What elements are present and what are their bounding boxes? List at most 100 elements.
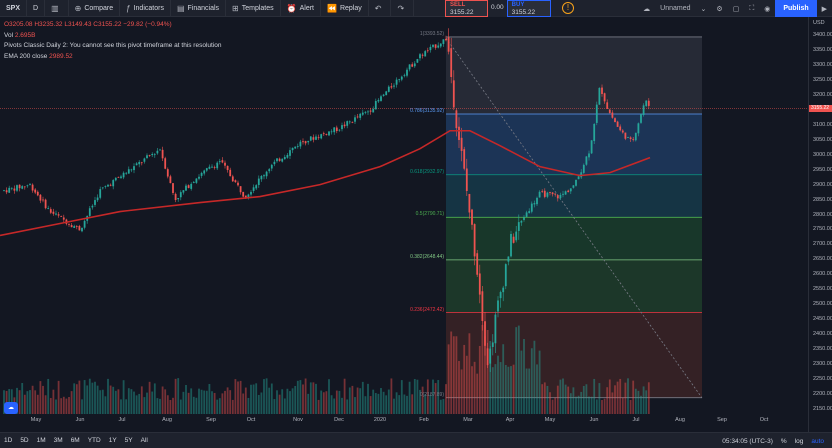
price-axis[interactable]: USD 3400.00 3350.00 3300.00 3250.00 3200.00 3… — [808, 17, 832, 432]
publish-button[interactable]: Publish — [775, 0, 817, 17]
sell-button[interactable]: SELL 3155.22 — [445, 0, 488, 17]
tradingview-logo-icon[interactable]: ☁ — [4, 402, 18, 414]
volume-bar — [109, 385, 112, 414]
layout-icon[interactable]: ▢ — [732, 5, 740, 13]
candle-body — [494, 314, 497, 344]
range-button[interactable]: 6M — [70, 437, 80, 444]
volume-bar — [556, 385, 559, 414]
range-button[interactable]: 5Y — [124, 437, 133, 444]
candle-body — [554, 193, 557, 195]
time-tick-label: Jun — [589, 417, 599, 423]
templates-button[interactable]: ⊞ Templates — [226, 0, 281, 17]
compare-button[interactable]: ⊕ Compare — [69, 0, 121, 17]
volume-bar — [273, 399, 276, 414]
volume-bar — [429, 394, 432, 414]
volume-bar — [39, 381, 42, 414]
symbol-search[interactable]: SPX — [0, 0, 28, 17]
camera-icon[interactable]: ◉ — [764, 5, 771, 13]
candle-body — [179, 192, 182, 198]
candle-body — [281, 158, 284, 162]
volume-bar — [101, 389, 104, 414]
volume-bar — [276, 390, 278, 414]
candle-body — [195, 178, 198, 183]
bottom-bar: 1D 5D 1M 3M 6M YTD 1Y 5Y All 05:34:05 (UTC-3) % … — [0, 432, 832, 448]
price-tick-label: 2700.00 — [813, 241, 832, 248]
volume-bar — [179, 399, 182, 414]
chart-pane[interactable] — [0, 17, 808, 432]
buy-button[interactable]: BUY 3155.22 — [506, 0, 551, 17]
volume-bar — [580, 391, 583, 414]
candle-body — [447, 37, 450, 52]
replay-icon: ⏪ — [327, 3, 337, 13]
interval-button[interactable]: D — [27, 0, 46, 17]
financials-button[interactable]: ▤ Financials — [171, 0, 227, 17]
layout-name[interactable]: Unnamed — [660, 5, 691, 12]
volume-bar — [281, 389, 284, 414]
volume-bar — [164, 389, 167, 414]
log-toggle[interactable]: log — [794, 437, 804, 445]
candle-body — [60, 216, 63, 217]
range-button[interactable]: 1M — [36, 437, 46, 444]
range-button[interactable]: 1D — [4, 437, 13, 444]
volume-bar — [278, 394, 281, 414]
replay-button[interactable]: ⏪ Replay — [321, 0, 369, 17]
undo-button[interactable]: ↶ — [369, 0, 392, 17]
candle-body — [200, 172, 203, 176]
redo-button[interactable]: ↷ — [391, 0, 415, 17]
time-tick-label: Aug — [162, 417, 172, 423]
volume-bar — [299, 380, 302, 414]
range-button[interactable]: All — [140, 437, 148, 444]
candle-body — [49, 209, 52, 213]
interval-label: D — [33, 4, 39, 12]
candle-body — [387, 86, 390, 92]
candle-body — [426, 50, 429, 52]
candle-body — [70, 225, 73, 228]
auto-toggle[interactable]: auto — [811, 437, 824, 445]
price-chart[interactable] — [0, 17, 808, 432]
candle-body — [172, 183, 174, 194]
candle-body — [21, 186, 24, 189]
play-icon[interactable]: ▶ — [821, 5, 827, 13]
candle-body — [231, 176, 234, 182]
volume-bar — [494, 364, 497, 414]
fib-zone — [446, 217, 702, 260]
alert-button[interactable]: ⏰ Alert — [281, 0, 322, 17]
time-axis[interactable]: May Jun Jul Aug Sep Oct Nov Dec 2020 Feb Mar Apr May… — [0, 414, 808, 427]
candle-body — [476, 253, 479, 275]
volume-bar — [309, 382, 312, 414]
candle-body — [52, 211, 55, 214]
trend-line — [445, 37, 703, 399]
candle-body — [538, 191, 541, 198]
volume-bar — [569, 393, 572, 414]
volume-bar — [104, 396, 107, 414]
volume-bar — [530, 348, 533, 414]
fullscreen-icon[interactable]: ⛶ — [749, 4, 755, 12]
candle-body — [221, 160, 224, 163]
volume-bar — [21, 382, 24, 414]
volume-bar — [268, 387, 271, 414]
gear-icon[interactable]: ⚙ — [716, 5, 723, 13]
range-button[interactable]: 5D — [20, 437, 29, 444]
time-tick-label: May — [30, 417, 42, 423]
range-button[interactable]: 1Y — [108, 437, 117, 444]
volume-bar — [491, 367, 494, 414]
currency-label: USD — [813, 20, 825, 26]
indicators-button[interactable]: ƒ Indicators — [120, 0, 171, 17]
volume-bar — [403, 394, 406, 414]
percent-toggle[interactable]: % — [780, 437, 787, 445]
cloud-icon[interactable]: ☁ — [643, 5, 651, 13]
candle-body — [187, 185, 190, 188]
volume-bar — [447, 344, 450, 414]
candle-body — [614, 118, 616, 123]
candle-body — [621, 130, 624, 133]
price-tick-label: 2450.00 — [813, 316, 832, 323]
range-button[interactable]: 3M — [53, 437, 63, 444]
candle-body — [107, 184, 109, 187]
chevron-down-icon[interactable]: ⌄ — [700, 5, 707, 13]
chart-style-button[interactable]: ▥ — [45, 0, 69, 17]
range-button[interactable]: YTD — [87, 437, 101, 444]
candle-body — [312, 137, 315, 140]
volume-bar — [437, 380, 440, 414]
trading-panel: SELL 3155.22 0.00 BUY 3155.22 — [445, 0, 551, 17]
info-icon[interactable]: ! — [562, 2, 574, 14]
